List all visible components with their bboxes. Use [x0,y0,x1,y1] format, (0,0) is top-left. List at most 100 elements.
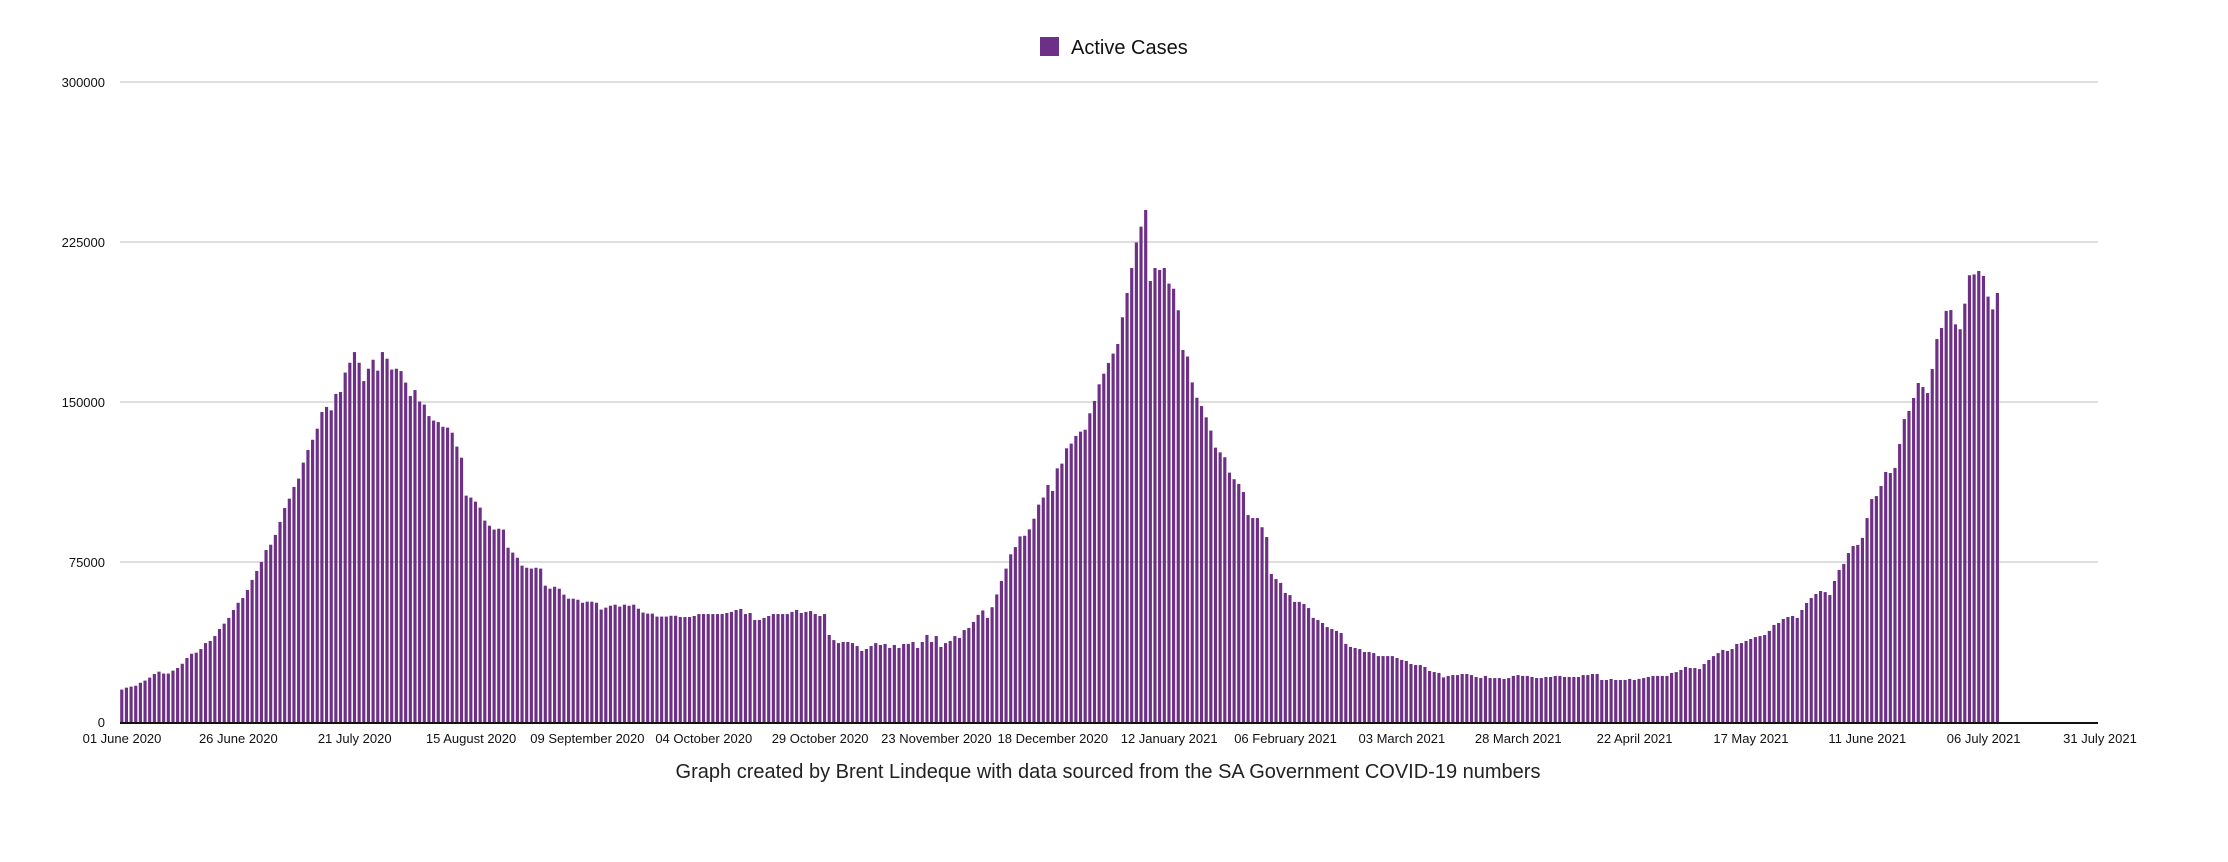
bar [1921,387,1925,722]
bar [315,428,319,722]
bar [1972,274,1976,722]
bar [1688,668,1692,722]
bar [152,674,156,722]
bar [1297,601,1301,722]
bar [450,432,454,722]
bar [1576,676,1581,722]
bar [376,370,380,722]
bar [413,390,417,722]
legend-label-active-cases: Active Cases [1071,37,1188,59]
bar [916,647,920,722]
bar [1223,457,1227,722]
bar [1139,226,1143,722]
bar [841,642,845,722]
bar [320,412,324,722]
bar [306,450,310,722]
bar [483,520,487,722]
bar [962,630,966,722]
bar [511,552,515,722]
bar [525,567,529,722]
bar [762,617,766,722]
bar [1446,675,1450,722]
bar [1330,628,1334,722]
bar [166,673,170,722]
bar [674,615,678,722]
bar [297,478,301,722]
bar [497,528,501,722]
x-tick-label: 23 November 2020 [881,731,992,746]
bar [1414,665,1418,722]
bar [1167,283,1171,722]
bar [148,677,152,722]
bar [892,644,896,722]
bar [1190,382,1194,722]
bar [711,614,715,722]
bar [1386,656,1390,722]
bar [1516,675,1520,722]
bar [683,617,687,722]
bar [576,599,580,722]
bar [1590,674,1595,722]
bar [585,601,589,722]
bar [143,680,147,722]
bar [734,610,738,722]
bar [1739,643,1743,722]
bar [162,673,166,722]
bar [473,501,478,722]
bar [1097,384,1101,722]
bar [688,617,692,722]
bar [1469,675,1474,722]
bar [869,646,873,722]
bar [1525,675,1529,722]
bar [1804,602,1809,722]
bar [967,627,971,722]
bar [1023,535,1027,722]
bar [720,614,724,722]
bar [1786,617,1790,722]
bar [348,362,352,722]
bar [562,594,566,722]
bar [1842,563,1846,722]
bar [604,607,608,722]
bar [1772,624,1776,722]
bar [655,616,659,722]
bar [1255,518,1259,722]
bar [436,422,440,722]
bar [1646,676,1650,722]
bar [692,615,696,722]
bar [1823,592,1827,722]
bar [1679,669,1683,722]
bar [1372,653,1376,722]
x-tick-label: 31 July 2021 [2063,731,2137,746]
bar [874,643,878,722]
bar [329,410,333,722]
bar [1730,649,1734,722]
bar [1158,269,1162,722]
bar [934,636,938,722]
bar [1758,636,1762,722]
x-tick-label: 04 October 2020 [655,731,752,746]
bar [1497,678,1501,722]
chart-caption: Graph created by Brent Lindeque with dat… [676,761,1541,783]
bar [818,615,822,722]
x-tick-label: 03 March 2021 [1359,731,1446,746]
x-tick-label: 22 April 2021 [1597,731,1673,746]
bar [1344,643,1348,722]
bar [138,682,142,722]
bar [1404,660,1408,722]
bar [1614,679,1618,722]
bar [213,636,217,722]
bar [1474,676,1478,722]
bar [1939,327,1944,722]
bar [990,607,994,722]
bar [1707,659,1711,722]
bar [1697,669,1702,722]
bar [1320,623,1325,722]
bar [1185,356,1190,722]
bar [1400,659,1404,722]
bar [548,588,552,722]
bar [1339,633,1343,722]
bar [1018,536,1022,722]
bar [1963,303,1967,722]
bar [906,643,910,722]
